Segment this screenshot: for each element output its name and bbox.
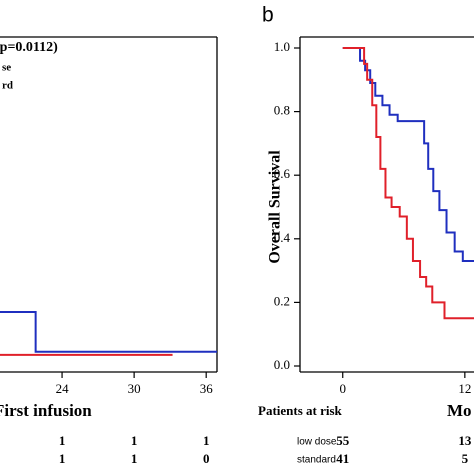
left-frame (0, 36, 218, 373)
legend-text: se (2, 62, 11, 74)
y-tick-label: 1.0 (274, 39, 290, 54)
risk-title: Patients at risk (258, 403, 343, 418)
y-tick-label: 0.8 (274, 103, 290, 118)
risk-count: 13 (458, 433, 472, 448)
y-axis-label: Overall Survival (267, 150, 284, 264)
panel-label: b (262, 4, 274, 27)
survival-line (342, 47, 474, 320)
risk-count: 1 (203, 433, 210, 448)
risk-count: 0 (203, 451, 210, 466)
risk-count: 5 (462, 451, 469, 466)
risk-count: 1 (59, 433, 66, 448)
x-axis-label: First infusion (0, 401, 92, 420)
risk-count: 1 (131, 433, 138, 448)
x-tick-label: 12 (458, 381, 471, 396)
y-tick-label: 0.2 (274, 293, 290, 308)
risk-count: 1 (131, 451, 138, 466)
legend-text: (p=0.0112) (0, 40, 58, 55)
survival-line (0, 310, 217, 353)
risk-row-name: low dose (297, 437, 337, 448)
y-tick-label: 0.4 (274, 230, 291, 245)
x-tick-label: 24 (56, 381, 70, 396)
risk-row-name: standard (297, 455, 336, 466)
survival-line (342, 47, 474, 263)
right-frame (299, 36, 474, 373)
risk-count: 55 (336, 433, 350, 448)
y-tick-label: 0.0 (274, 357, 290, 372)
x-tick-label: 36 (200, 381, 214, 396)
x-axis-label: Mo (447, 401, 472, 420)
x-tick-label: 0 (339, 381, 346, 396)
risk-count: 41 (336, 451, 349, 466)
risk-count: 1 (59, 451, 66, 466)
y-tick-label: 0.6 (274, 166, 291, 181)
x-tick-label: 30 (128, 381, 141, 396)
legend-text: rd (2, 80, 13, 92)
